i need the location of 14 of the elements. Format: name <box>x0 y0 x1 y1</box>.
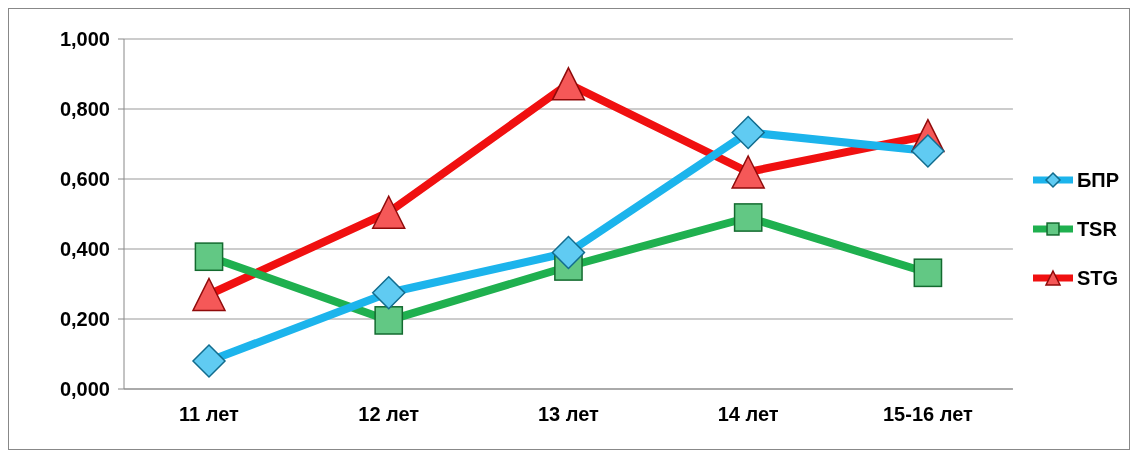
y-tick-label: 0,600 <box>59 168 110 191</box>
x-tick-label: 13 лет <box>538 403 600 426</box>
y-tick-label: 1,000 <box>59 28 110 51</box>
legend-label: TSR <box>1076 217 1117 241</box>
legend-label: STG <box>1076 266 1119 290</box>
x-tick-label: 14 лет <box>717 403 779 426</box>
y-tick-label: 0,800 <box>59 98 110 121</box>
x-tick-label: 12 лет <box>358 403 420 426</box>
y-tick-label: 0,000 <box>59 378 110 401</box>
x-tick-label: 15-16 лет <box>883 403 974 426</box>
y-tick-label: 0,400 <box>59 238 110 261</box>
x-tick-label: 11 лет <box>179 403 240 426</box>
y-tick-label: 0,200 <box>59 308 110 331</box>
legend-label: БПР <box>1076 168 1119 192</box>
